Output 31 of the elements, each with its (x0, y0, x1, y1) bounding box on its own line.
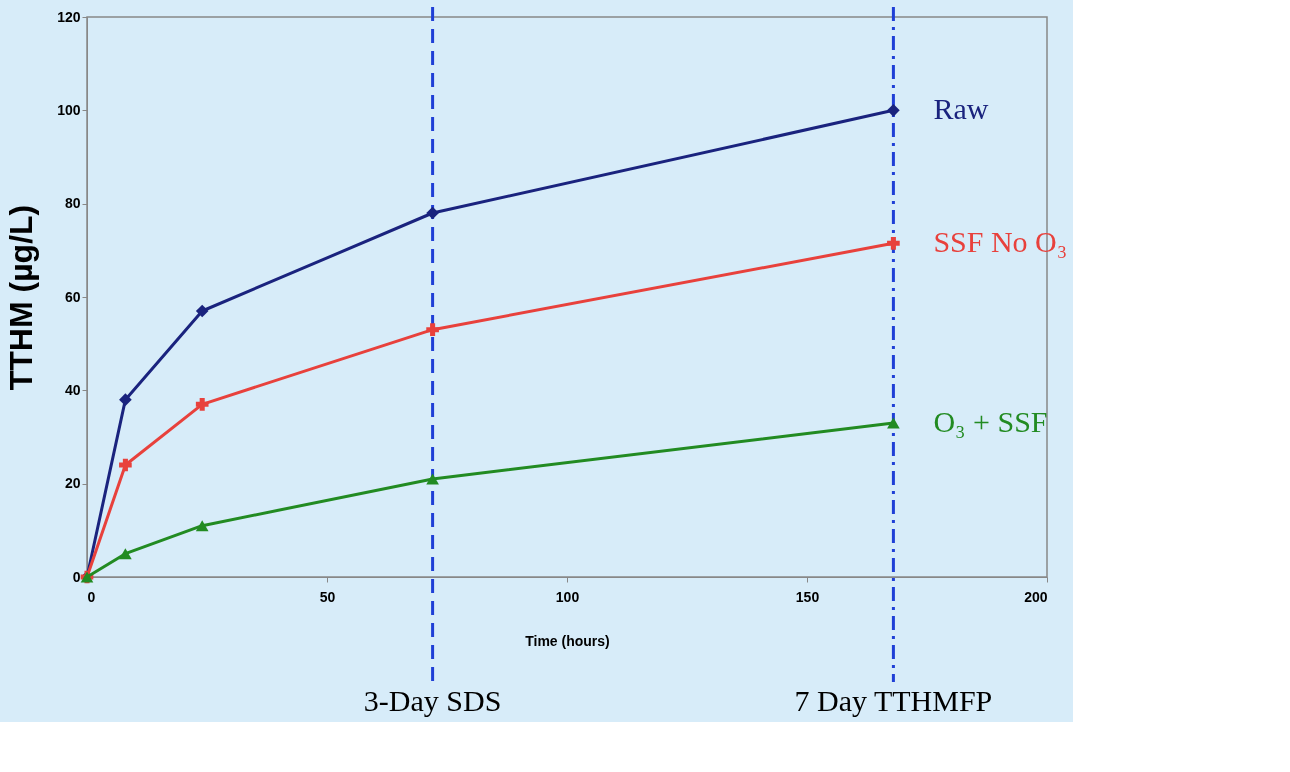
y-tick-label: 20 (64, 475, 81, 492)
y-tick-label: 60 (64, 288, 81, 305)
point (119, 458, 132, 472)
y-tick-label: 0 (72, 568, 81, 585)
point (119, 393, 132, 406)
series-label: O₃ + SSF (933, 405, 1048, 438)
point (195, 520, 209, 532)
x-tick-label: 150 (795, 588, 820, 605)
series-label: Raw (933, 92, 989, 126)
point (426, 323, 439, 336)
point (195, 398, 209, 411)
ref-line-label: 3-Day SDS (363, 684, 502, 717)
x-tick-label: 100 (555, 588, 580, 605)
point (426, 473, 439, 485)
point (426, 206, 439, 220)
x-tick-label: 200 (1024, 588, 1048, 605)
y-tick-label: 100 (57, 101, 81, 118)
point (119, 548, 132, 560)
point (887, 104, 900, 117)
y-tick-label: 40 (64, 381, 81, 398)
x-axis-title: Time (hours) (525, 632, 610, 649)
y-axis-title: TTHM (µg/L) (3, 204, 40, 391)
point (195, 304, 209, 318)
point (887, 417, 900, 429)
y-tick-label: 80 (64, 195, 81, 212)
x-tick-label: 0 (87, 588, 96, 605)
series-label: SSF No O₃ (933, 225, 1068, 259)
ref-line-label: 7 Day TTHMFP (794, 684, 993, 717)
y-tick-label: 120 (57, 8, 81, 25)
point (887, 237, 900, 250)
x-tick-label: 50 (319, 588, 336, 605)
